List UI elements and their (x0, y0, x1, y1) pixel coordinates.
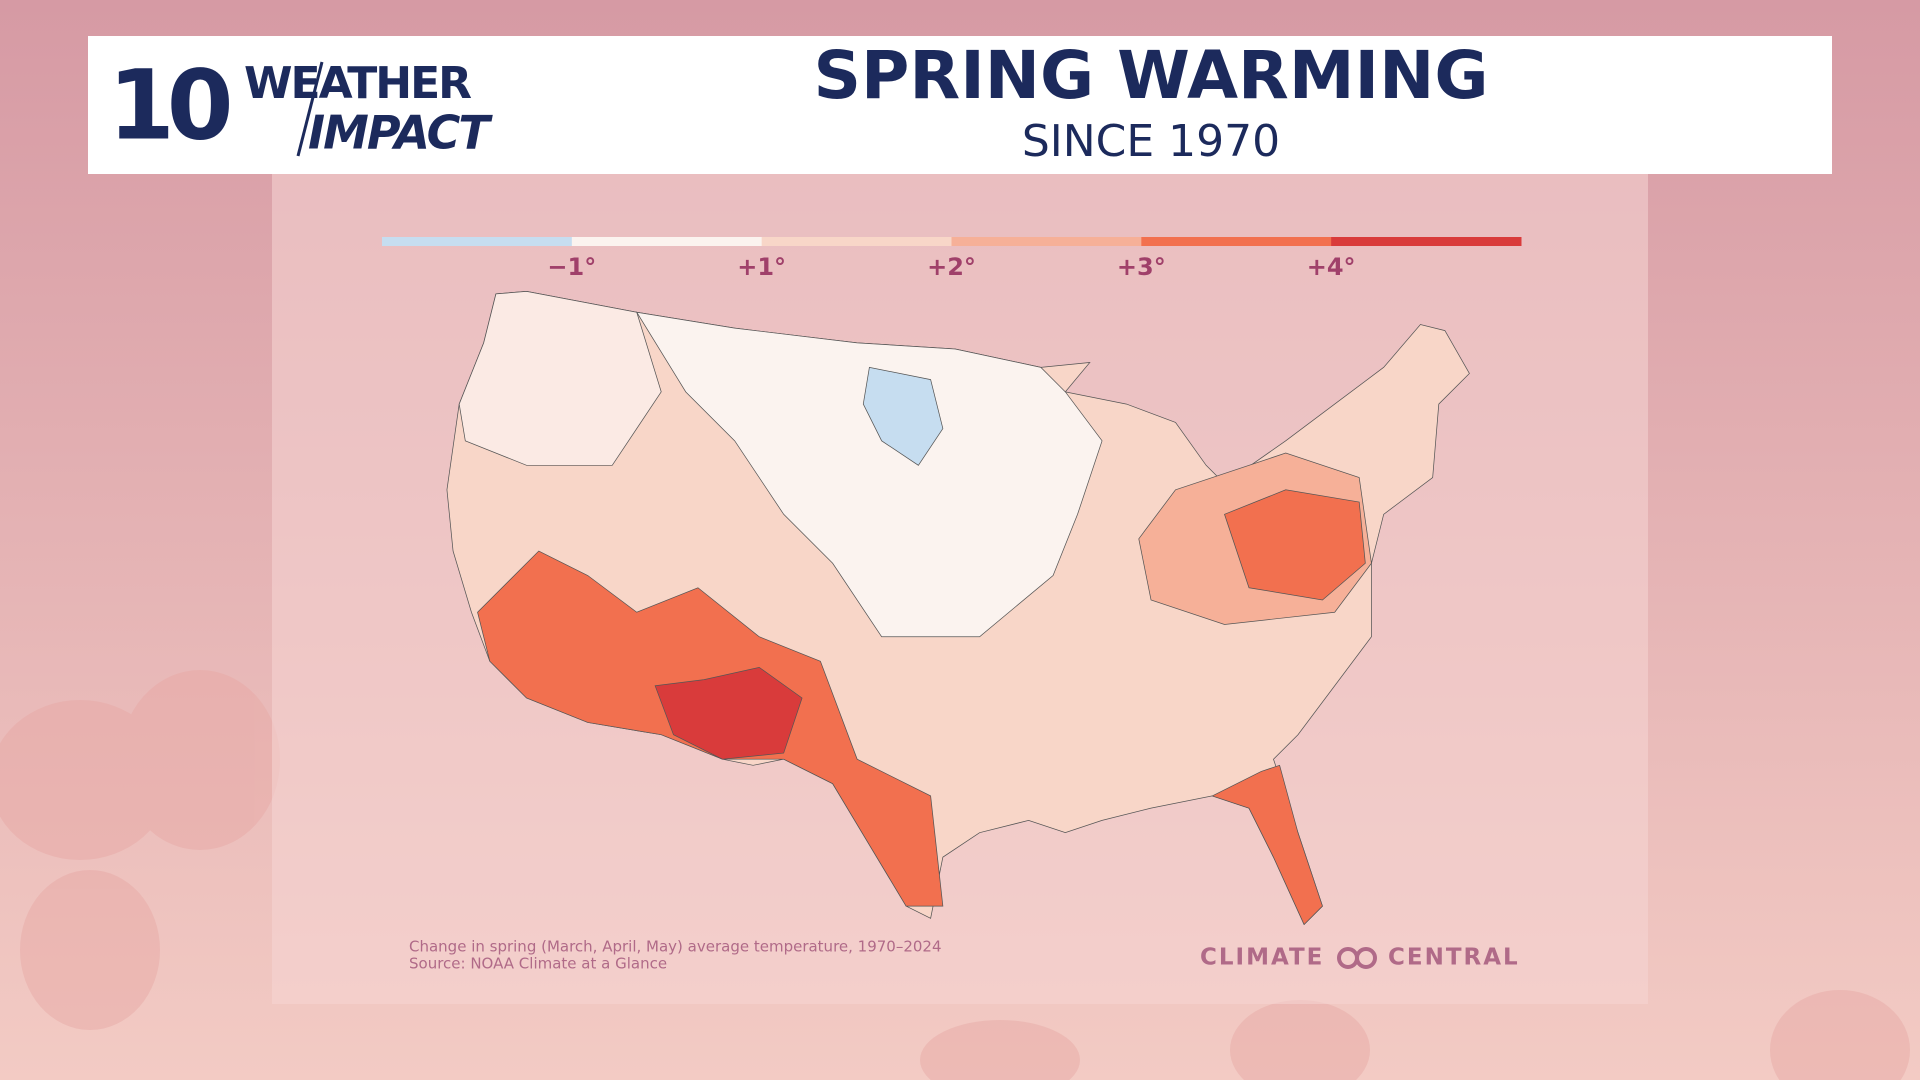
subtitle: SINCE 1970 (1022, 116, 1280, 167)
scale-segment (761, 237, 952, 246)
credit-icon (1337, 947, 1377, 969)
credit-right: CENTRAL (1388, 945, 1520, 971)
caption-line1: Change in spring (March, April, May) ave… (409, 938, 942, 956)
scale-segment (1141, 237, 1332, 246)
tulip-decoration (0, 670, 1910, 1080)
scale-label: +4° (1307, 253, 1356, 281)
title: SPRING WARMING (813, 37, 1488, 114)
logo-line1: WEATHER (244, 58, 471, 109)
us-map (446, 291, 1470, 926)
logo-slash (296, 61, 324, 157)
cooling-area (862, 366, 944, 466)
logo-number: 10 (108, 49, 230, 161)
florida (1211, 764, 1323, 926)
scale-segment (571, 237, 763, 246)
mid-atlantic (1224, 489, 1366, 601)
header-bar (88, 36, 1832, 174)
scale-label: +3° (1117, 253, 1166, 281)
color-scale: −1° +1° +2° +3° +4° (382, 237, 1522, 281)
scale-label: −1° (547, 253, 596, 281)
scale-label: +1° (737, 253, 786, 281)
credit-left: CLIMATE (1200, 945, 1324, 971)
scale-segment (1331, 237, 1522, 246)
scale-segment (382, 237, 573, 246)
caption-line2: Source: NOAA Climate at a Glance (409, 955, 667, 973)
northwest (458, 291, 662, 466)
northern-plains (636, 311, 1103, 638)
southwest-core (654, 666, 803, 760)
scale-label: +2° (927, 253, 976, 281)
logo-line2: IMPACT (308, 106, 493, 160)
scale-segment (951, 237, 1142, 246)
